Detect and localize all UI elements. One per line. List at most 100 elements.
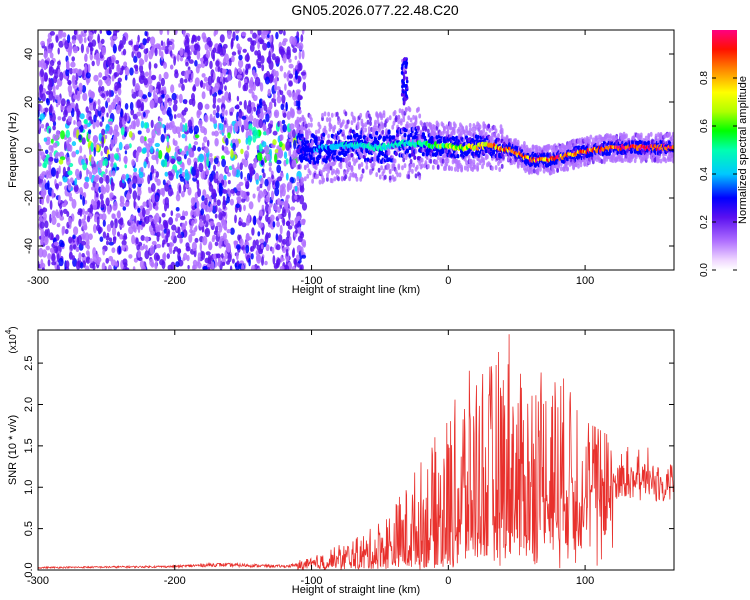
spectrogram-cell — [75, 260, 81, 270]
spectrogram-cell — [79, 187, 83, 195]
spectrogram-cell — [133, 55, 138, 63]
spectrogram-cell — [163, 228, 167, 234]
spectrogram-cell — [258, 214, 262, 221]
spectrogram-cell — [239, 162, 243, 171]
spectrogram-cell — [313, 160, 317, 165]
spectrogram-cell — [249, 43, 255, 52]
spectrogram-cell — [124, 74, 128, 81]
spectrogram-cell — [221, 107, 225, 117]
spectrogram-cell — [468, 122, 472, 128]
spectrogram-cell — [579, 162, 583, 168]
spectrogram-cell — [216, 253, 221, 259]
spectrogram-cell — [386, 137, 390, 143]
spectrogram-cell — [38, 162, 42, 167]
spectrogram-cell — [402, 157, 406, 163]
spectrogram-cell — [265, 214, 269, 222]
spectrogram-cell — [149, 171, 153, 181]
spectrogram-cell — [212, 103, 216, 109]
spectrogram-cell — [112, 135, 118, 145]
spectrogram-cell — [155, 151, 159, 158]
spectrogram-cell — [114, 261, 118, 267]
spectrogram-cell — [184, 99, 187, 105]
spectrogram-cell — [221, 95, 226, 105]
spectrogram-cell — [156, 243, 162, 249]
spectrogram-cell — [238, 59, 244, 69]
spectrogram-cell — [234, 214, 237, 224]
spectrogram-cell — [213, 157, 219, 165]
spectrogram-cell — [215, 112, 220, 119]
spectrogram-cell — [276, 159, 282, 165]
spectrogram-cell — [279, 90, 284, 96]
spectrogram-cell — [155, 259, 158, 269]
spectrogram-cell — [274, 82, 278, 92]
spectrogram-cell — [253, 106, 257, 112]
spectrogram-cell — [175, 261, 180, 268]
spectrogram-cell — [151, 135, 155, 144]
spectrogram-cell — [150, 230, 156, 236]
spectrogram-cell — [100, 106, 106, 113]
spectrogram-cell — [327, 133, 330, 139]
spectrogram-cell — [102, 173, 107, 179]
spectrogram-cell — [206, 157, 210, 167]
spectrogram-cell — [81, 253, 85, 258]
spectrogram-cell — [122, 258, 128, 266]
spectrogram-cell — [82, 92, 88, 102]
spectrogram-cell — [311, 139, 314, 145]
spectrogram-cell — [73, 226, 79, 236]
spectrogram-cell — [164, 158, 168, 168]
spectrogram-cell — [285, 141, 291, 151]
spectrogram-cell — [147, 138, 153, 143]
spectrogram-cell — [59, 71, 64, 81]
spectrogram-cell — [297, 235, 303, 243]
spectrogram-cell — [49, 52, 54, 59]
spectrogram-cell — [216, 105, 220, 113]
spectrogram-cell — [191, 219, 195, 226]
spectrogram-cell — [231, 55, 235, 63]
spectrogram-cell — [137, 130, 142, 135]
spectrogram-cell — [68, 251, 73, 260]
spectrogram-cell — [95, 52, 100, 61]
spectrogram-cell — [124, 103, 129, 110]
spectrogram-cell — [429, 158, 433, 164]
spectrogram-cell — [291, 249, 295, 258]
spectrogram-cell — [47, 48, 53, 54]
spectrogram-cell — [140, 103, 144, 112]
spectrogram-cell — [44, 220, 49, 229]
spectrogram-cell — [291, 189, 295, 196]
spectrogram-cell — [288, 80, 293, 87]
spectrogram-cell — [217, 230, 221, 237]
spectrogram-cell — [143, 136, 147, 142]
spectrogram-cell — [166, 202, 170, 209]
spectrogram-cell — [552, 169, 556, 174]
spectrogram-cell — [173, 56, 177, 66]
spectrogram-cell — [155, 88, 159, 94]
spectrogram-cell — [167, 41, 173, 46]
spectrogram-cell — [170, 158, 176, 164]
spectrogram-cell — [217, 98, 222, 103]
spectrogram-cell — [348, 176, 351, 182]
spectrogram-cell — [376, 140, 380, 146]
spectrogram-cell — [327, 139, 331, 144]
spectrogram-cell — [198, 221, 204, 228]
spectrogram-cell — [73, 128, 77, 136]
spectrogram-cell — [350, 165, 354, 171]
spectrogram-cell — [262, 172, 266, 179]
spectrogram-cell — [259, 183, 263, 189]
spectrogram-cell — [73, 30, 78, 36]
spectrogram-cell — [231, 164, 235, 170]
spectrogram-cell — [197, 119, 203, 126]
spectrogram-cell — [161, 242, 165, 248]
spectrogram-cell — [173, 140, 178, 147]
spectrogram-cell — [278, 30, 283, 35]
spectrogram-cell — [403, 133, 407, 138]
spectrogram-cell — [279, 265, 285, 270]
spectrogram-cell — [446, 158, 450, 164]
spectrogram-cell — [241, 263, 245, 270]
spectrogram-cell — [300, 158, 304, 163]
spectrogram-cell — [108, 67, 112, 75]
spectrogram-cell — [118, 141, 123, 151]
spectrogram-cell — [90, 119, 94, 125]
spectrogram-cell — [111, 247, 116, 254]
spectrogram-cell — [214, 241, 219, 247]
spectrogram-cell — [207, 75, 213, 86]
